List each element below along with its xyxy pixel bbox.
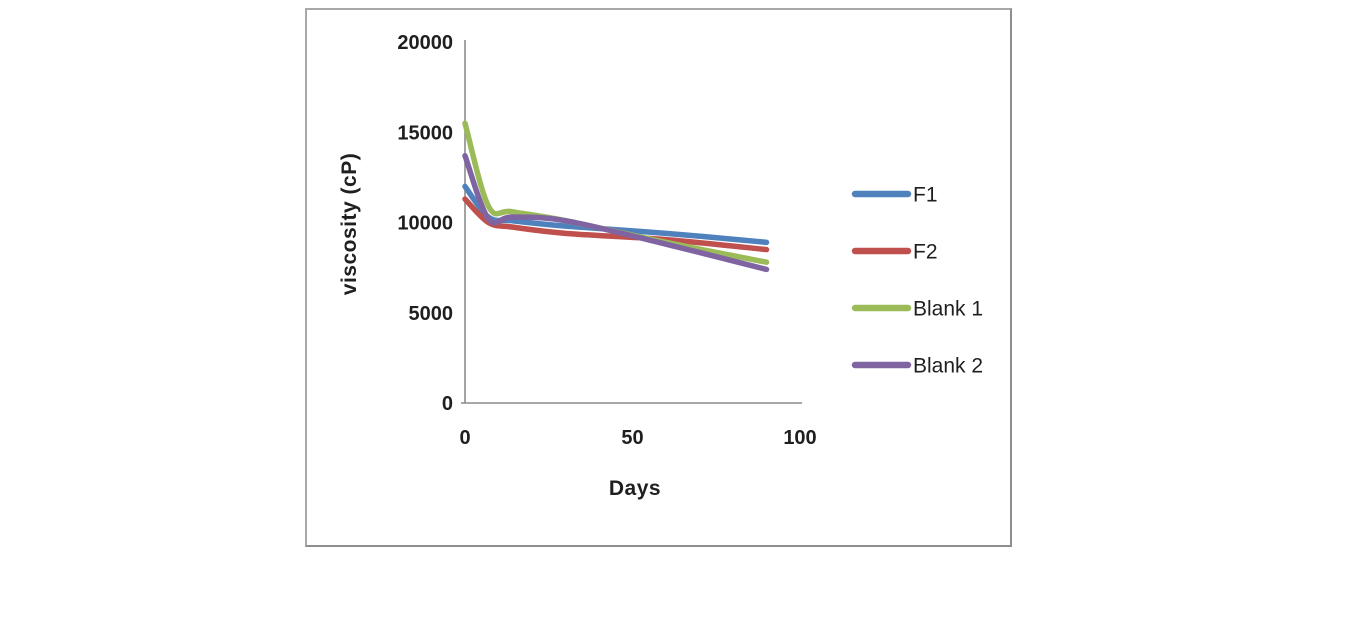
y-tick-label: 20000 [397,32,453,54]
x-tick-label: 100 [783,427,816,449]
series-line-blank-2 [462,152,770,273]
y-axis-title: viscosity (cP) [338,152,361,296]
y-tick-label: 15000 [397,122,453,144]
legend-label-blank-2: Blank 2 [913,355,983,378]
y-tick-label: 0 [442,393,453,415]
x-tick-label: 0 [459,427,470,449]
legend-label-f2: F2 [913,241,938,264]
y-tick-label: 10000 [397,213,453,235]
legend-label-f1: F1 [913,184,938,207]
y-tick-label: 5000 [409,303,454,325]
series-line-blank-1 [462,120,770,265]
chart-frame: 0 5000 10000 15000 20000 0 50 100 F1 F2 Blank 1 Bla… [305,8,1012,547]
x-axis-title: Days [608,477,662,500]
legend-label-blank-1: Blank 1 [913,298,983,321]
viscosity-line-chart: 0 5000 10000 15000 20000 0 50 100 F1 F2 Blank 1 Bla… [397,32,983,449]
x-tick-label: 50 [621,427,643,449]
series-line-f2 [462,196,770,253]
